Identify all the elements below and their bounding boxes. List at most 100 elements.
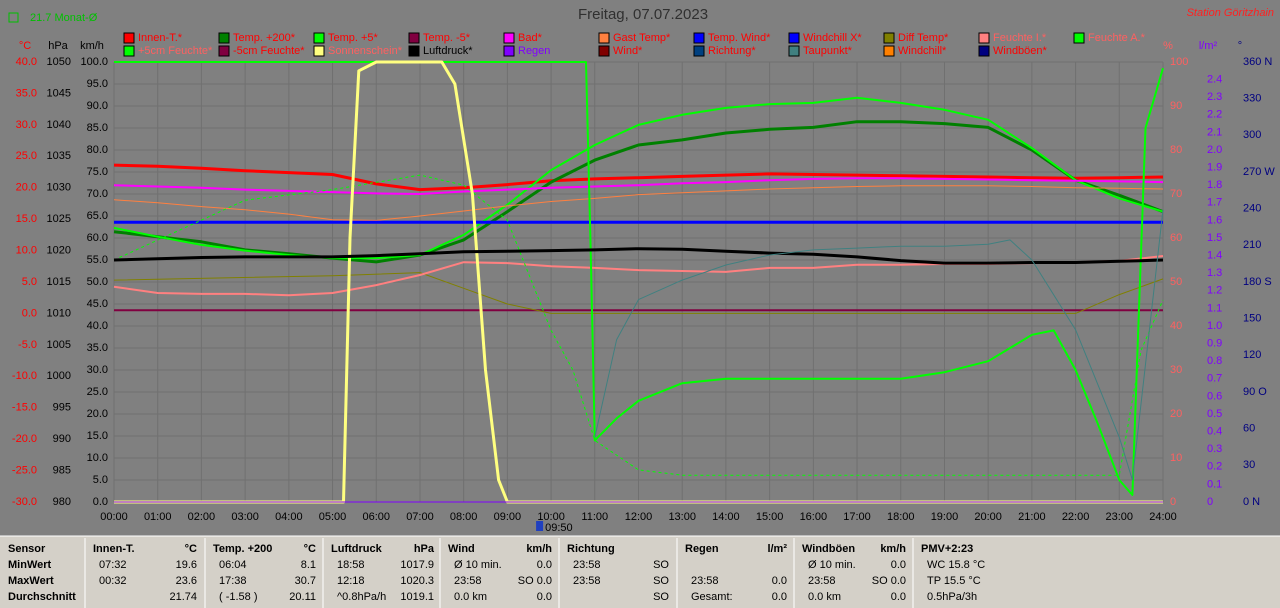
stats-cell: 06:04 bbox=[219, 559, 247, 571]
y-tick-label: -15.0 bbox=[12, 402, 37, 414]
x-tick-label: 18:00 bbox=[887, 511, 915, 523]
legend-label: Temp. Wind* bbox=[708, 32, 771, 44]
y-tick-label: 1050 bbox=[47, 56, 71, 68]
stats-unit: °C bbox=[185, 543, 197, 555]
y-tick-label: 50.0 bbox=[87, 276, 108, 288]
stats-cell: Ø 10 min. bbox=[454, 559, 502, 571]
legend-label: -5cm Feuchte* bbox=[233, 45, 305, 57]
legend-swatch bbox=[218, 45, 230, 57]
y-tick-label: 1020 bbox=[47, 244, 71, 256]
x-tick-label: 05:00 bbox=[319, 511, 347, 523]
series-line bbox=[594, 209, 1164, 481]
x-tick-label: 07:00 bbox=[406, 511, 434, 523]
month-avg: 21.7 Monat-Ø bbox=[30, 12, 98, 24]
legend-label: Wind* bbox=[613, 45, 643, 57]
stats-cell: 23:58 bbox=[691, 575, 719, 587]
legend-label: Windchill* bbox=[898, 45, 947, 57]
stats-cell: 17:38 bbox=[219, 575, 247, 587]
stats-cell: 19.6 bbox=[176, 559, 197, 571]
y-tick-label: 300 bbox=[1243, 129, 1261, 141]
y-tick-label: 90 bbox=[1170, 100, 1182, 112]
stats-cell: 0.0 bbox=[537, 591, 552, 603]
legend-label: Innen-T.* bbox=[138, 32, 183, 44]
y-tick-label: 1040 bbox=[47, 119, 71, 131]
legend-swatch bbox=[1073, 32, 1085, 44]
y-tick-label: 2.1 bbox=[1207, 126, 1222, 138]
y-tick-label: 0.3 bbox=[1207, 443, 1222, 455]
y-tick-label: 70 bbox=[1170, 188, 1182, 200]
stats-unit: hPa bbox=[414, 543, 435, 555]
x-tick-label: 04:00 bbox=[275, 511, 303, 523]
stats-cell: TP 15.5 °C bbox=[927, 575, 981, 587]
stats-cell: 0.0 bbox=[772, 575, 787, 587]
stats-cell: 0.0 bbox=[891, 559, 906, 571]
legend-swatch bbox=[883, 45, 895, 57]
legend-label: Sonnenschein* bbox=[328, 45, 403, 57]
y-tick-label: 1000 bbox=[47, 370, 71, 382]
y-tick-label: 30.0 bbox=[16, 119, 37, 131]
month-icon bbox=[8, 12, 19, 23]
stats-cell: 23:58 bbox=[808, 575, 836, 587]
y-tick-label: 995 bbox=[53, 402, 71, 414]
y-tick-label: 95.0 bbox=[87, 78, 108, 90]
stats-title: Luftdruck bbox=[331, 543, 383, 555]
y-tick-label: 0.5 bbox=[1207, 408, 1222, 420]
y-tick-label: 2.4 bbox=[1207, 74, 1222, 86]
x-tick-label: 09:00 bbox=[494, 511, 522, 523]
stats-cell: 1020.3 bbox=[400, 575, 434, 587]
x-tick-label: 19:00 bbox=[931, 511, 959, 523]
y-tick-label: 0.0 bbox=[22, 307, 37, 319]
y-tick-label: 40 bbox=[1170, 320, 1182, 332]
stats-title: Windböen bbox=[802, 543, 855, 555]
y-tick-label: 360 N bbox=[1243, 56, 1272, 68]
stats-cell: 1019.1 bbox=[400, 591, 434, 603]
y-tick-label: 210 bbox=[1243, 239, 1261, 251]
stats-row-label: MaxWert bbox=[8, 575, 54, 587]
legend-label: Taupunkt* bbox=[803, 45, 853, 57]
x-tick-label: 06:00 bbox=[362, 511, 390, 523]
stats-row-label: Sensor bbox=[8, 543, 46, 555]
y-tick-label: 25.0 bbox=[87, 386, 108, 398]
y-tick-label: 1015 bbox=[47, 276, 71, 288]
y-tick-label: 35.0 bbox=[16, 87, 37, 99]
axis-unit: hPa bbox=[48, 40, 68, 52]
y-tick-label: 50 bbox=[1170, 276, 1182, 288]
chart-title: Freitag, 07.07.2023 bbox=[578, 6, 708, 23]
legend-label: Regen bbox=[518, 45, 550, 57]
legend-swatch bbox=[218, 32, 230, 44]
y-tick-label: 60.0 bbox=[87, 232, 108, 244]
y-tick-label: 1025 bbox=[47, 213, 71, 225]
stats-cell: 23:58 bbox=[454, 575, 482, 587]
y-tick-label: -25.0 bbox=[12, 464, 37, 476]
stats-cell: Ø 10 min. bbox=[808, 559, 856, 571]
stats-row-label: MinWert bbox=[8, 559, 52, 571]
legend-swatch bbox=[408, 45, 420, 57]
legend-label: +5cm Feuchte* bbox=[138, 45, 213, 57]
x-tick-label: 13:00 bbox=[668, 511, 696, 523]
y-tick-label: 1.1 bbox=[1207, 302, 1222, 314]
stats-unit: km/h bbox=[526, 543, 552, 555]
y-tick-label: 0.2 bbox=[1207, 461, 1222, 473]
y-tick-label: 1.5 bbox=[1207, 232, 1222, 244]
stats-unit: km/h bbox=[880, 543, 906, 555]
legend-swatch bbox=[883, 32, 895, 44]
y-tick-label: 980 bbox=[53, 496, 71, 508]
legend-label: Feuchte I.* bbox=[993, 32, 1047, 44]
axis-unit: l/m² bbox=[1199, 40, 1218, 52]
y-tick-label: 1.6 bbox=[1207, 214, 1222, 226]
legend-swatch bbox=[693, 32, 705, 44]
y-tick-label: 25.0 bbox=[16, 150, 37, 162]
y-tick-label: 55.0 bbox=[87, 254, 108, 266]
x-tick-label: 17:00 bbox=[843, 511, 871, 523]
y-tick-label: 1.2 bbox=[1207, 285, 1222, 297]
x-tick-label: 03:00 bbox=[231, 511, 259, 523]
y-tick-label: 0.9 bbox=[1207, 338, 1222, 350]
y-tick-label: 70.0 bbox=[87, 188, 108, 200]
legend-label: Bad* bbox=[518, 32, 543, 44]
y-tick-label: 90 O bbox=[1243, 386, 1267, 398]
legend-swatch bbox=[313, 45, 325, 57]
y-tick-label: 2.0 bbox=[1207, 144, 1222, 156]
stats-row-label: Durchschnitt bbox=[8, 591, 76, 603]
y-tick-label: 1.8 bbox=[1207, 179, 1222, 191]
